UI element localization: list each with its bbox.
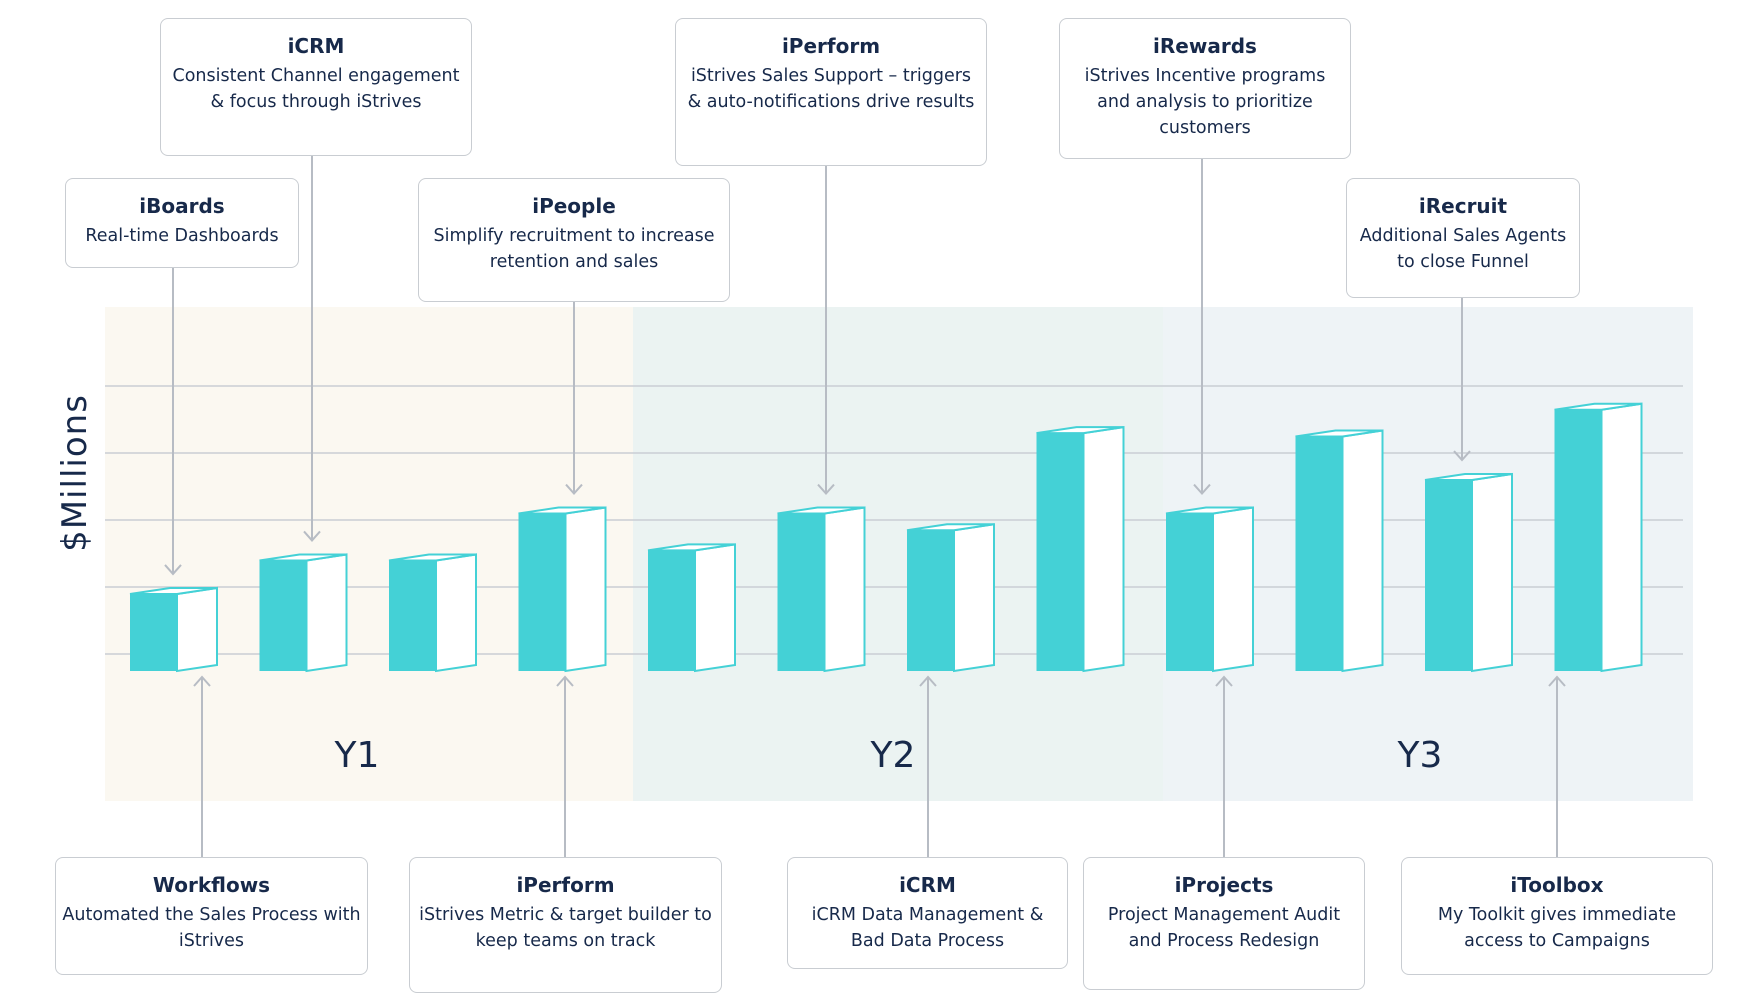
callout-iperform-bottom: iPerform iStrives Metric & target builde…: [409, 857, 722, 993]
bar-side-face: [1212, 506, 1254, 673]
arrow-head: [1193, 483, 1211, 496]
callout-title: Workflows: [152, 873, 271, 897]
bar-side-face: [435, 553, 477, 673]
callout-iperform-top: iPerform iStrives Sales Support – trigge…: [675, 18, 987, 166]
arrow-head: [193, 675, 211, 687]
callout-description: Real-time Dashboards: [85, 226, 279, 246]
bar-side-face: [1600, 402, 1643, 673]
year-label-y3: Y3: [1397, 735, 1443, 776]
bar-side-face: [694, 543, 736, 673]
bar: [777, 513, 825, 671]
bar-side-face: [1471, 472, 1513, 673]
callout-title: iRewards: [1153, 34, 1257, 58]
arrow-head: [164, 564, 182, 576]
arrow-head: [1548, 675, 1566, 687]
bar: [1036, 433, 1084, 671]
arrow-head: [303, 530, 321, 542]
callout-workflows: Workflows Automated the Sales Process wi…: [55, 857, 368, 975]
arrow-head: [1215, 675, 1233, 687]
callout-title: iProjects: [1174, 873, 1274, 897]
year-label-y2: Y2: [870, 735, 916, 776]
bar: [259, 560, 307, 671]
bar-side-face: [823, 506, 866, 673]
arrow-head: [565, 483, 583, 496]
callout-title: iPerform: [516, 873, 615, 897]
bar-side-face: [564, 506, 607, 673]
callout-title: iRecruit: [1418, 194, 1508, 218]
callout-description: Additional Sales Agents to close Funnel: [1359, 226, 1567, 272]
arrow-head: [919, 675, 937, 687]
callout-title: iToolbox: [1510, 873, 1604, 897]
arrow-head: [817, 483, 835, 496]
bar: [907, 530, 954, 671]
callout-description: iStrives Metric & target builder to keep…: [419, 905, 712, 951]
callout-irewards: iRewards iStrives Incentive programs and…: [1059, 18, 1351, 159]
year-label-y1: Y1: [334, 735, 380, 776]
callout-title: iCRM: [899, 873, 956, 897]
callout-title: iCRM: [287, 34, 345, 58]
callout-irecruit: iRecruit Additional Sales Agents to clos…: [1346, 178, 1580, 298]
callout-title: iPerform: [781, 34, 881, 58]
callout-iprojects: iProjects Project Management Audit and P…: [1083, 857, 1365, 990]
bar: [1554, 409, 1602, 671]
bar: [648, 550, 695, 671]
callout-description: My Toolkit gives immediate access to Cam…: [1437, 905, 1677, 951]
callout-description: iStrives Incentive programs and analysis…: [1084, 66, 1326, 138]
callout-description: Simplify recruitment to increase retenti…: [433, 226, 715, 272]
y-axis-label: $Millions: [55, 394, 95, 552]
bar: [1295, 436, 1343, 671]
callout-title: iPeople: [532, 194, 616, 218]
callout-icrm-bottom: iCRM iCRM Data Management & Bad Data Pro…: [787, 857, 1068, 969]
bar-side-face: [1341, 429, 1384, 673]
bar: [518, 513, 566, 671]
bar: [389, 560, 436, 671]
callout-itoolbox: iToolbox My Toolkit gives immediate acce…: [1401, 857, 1713, 975]
callout-description: iCRM Data Management & Bad Data Process: [811, 905, 1044, 951]
callout-title: iBoards: [139, 194, 225, 218]
callout-description: Consistent Channel engagement & focus th…: [172, 66, 460, 112]
bar-side-face: [1082, 425, 1125, 673]
callout-description: Project Management Audit and Process Red…: [1107, 905, 1341, 951]
arrow-head: [556, 675, 574, 687]
callout-description: iStrives Sales Support – triggers & auto…: [687, 66, 975, 112]
bar: [1166, 513, 1213, 671]
bar-side-face: [953, 523, 995, 673]
bar-side-face: [305, 553, 348, 673]
callout-icrm-top: iCRM Consistent Channel engagement & foc…: [160, 18, 472, 156]
arrow-head: [1453, 450, 1471, 462]
bar: [130, 593, 177, 671]
callout-description: Automated the Sales Process with iStrive…: [62, 905, 361, 951]
callout-ipeople: iPeople Simplify recruitment to increase…: [418, 178, 730, 302]
bar-side-face: [176, 586, 218, 673]
bar: [1425, 480, 1472, 671]
callout-iboards: iBoards Real-time Dashboards: [65, 178, 299, 268]
